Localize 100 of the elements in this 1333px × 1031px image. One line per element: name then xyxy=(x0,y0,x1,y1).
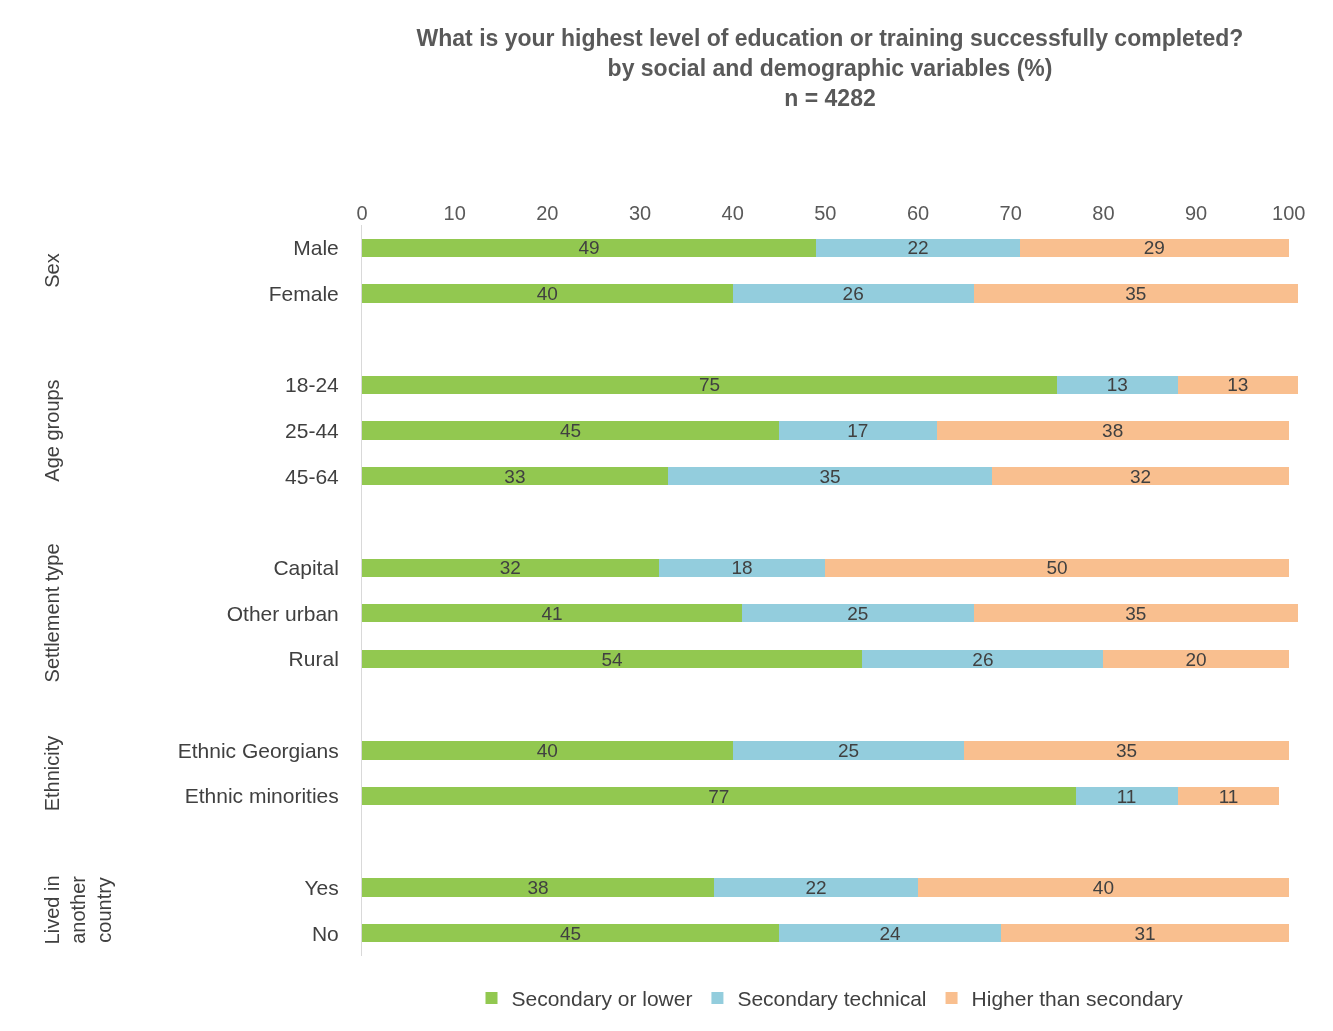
chart-title: What is your highest level of education or training successfully completed? xyxy=(416,25,1244,52)
bar xyxy=(362,284,733,303)
bar xyxy=(1177,375,1298,395)
y-tick-label: Ethnic Georgians xyxy=(177,738,339,762)
data-label: 26 xyxy=(842,283,864,305)
data-label: 38 xyxy=(1102,420,1124,442)
text: Settlement type xyxy=(40,543,63,683)
data-label: 31 xyxy=(1134,922,1156,944)
bar xyxy=(1019,238,1289,257)
data-label: 25 xyxy=(837,739,860,761)
y-tick-label: 45-64 xyxy=(285,464,340,488)
data-label: 11 xyxy=(1116,785,1137,807)
data-label: 13 xyxy=(1106,374,1128,396)
data-label: 32 xyxy=(1129,465,1152,487)
x-tick-label: 30 xyxy=(628,202,652,224)
x-tick-label: 90 xyxy=(1184,202,1208,224)
bar xyxy=(862,649,1104,669)
data-label: 54 xyxy=(601,648,623,670)
y-tick-label: Rural xyxy=(288,647,339,671)
data-label: 45 xyxy=(559,922,582,944)
x-tick-label: 0 xyxy=(356,202,368,224)
chart-subtitle: by social and demographic variables (%) n = 4282 xyxy=(607,55,1053,112)
data-label: 32 xyxy=(499,557,521,579)
y-tick-label: 25-44 xyxy=(285,418,340,442)
data-label: 40 xyxy=(1092,876,1114,898)
data-label: 40 xyxy=(536,739,558,761)
x-tick-label: 60 xyxy=(906,202,930,224)
data-label: 18 xyxy=(731,557,753,579)
x-tick-label: 100 xyxy=(1272,202,1306,224)
data-label: 40 xyxy=(536,283,558,305)
bar xyxy=(779,421,937,440)
bar xyxy=(1001,924,1289,943)
data-label: 49 xyxy=(578,237,600,259)
data-label: 45 xyxy=(559,420,582,442)
data-label: 20 xyxy=(1185,648,1207,670)
x-tick-label: 80 xyxy=(1092,202,1115,224)
data-label: 26 xyxy=(972,648,994,670)
bar xyxy=(362,375,1058,395)
bar xyxy=(658,558,826,577)
bar xyxy=(732,741,965,760)
bar xyxy=(973,284,1298,303)
data-label: 25 xyxy=(847,602,869,624)
bar xyxy=(936,421,1289,440)
x-tick-label: 70 xyxy=(999,202,1022,224)
data-label: 11 xyxy=(1218,785,1239,807)
data-label: 22 xyxy=(805,876,827,898)
bar xyxy=(1057,375,1178,395)
x-tick-label: 20 xyxy=(536,202,559,224)
bar xyxy=(918,878,1289,897)
bar xyxy=(362,741,733,760)
text: Sex xyxy=(41,253,64,288)
data-label: 50 xyxy=(1046,557,1068,579)
data-label: 38 xyxy=(527,876,549,898)
bar xyxy=(667,467,993,486)
bar xyxy=(741,604,974,623)
data-label: 41 xyxy=(541,602,563,624)
data-label: 24 xyxy=(879,922,902,944)
bar xyxy=(362,878,715,897)
data-label: 35 xyxy=(1125,283,1147,305)
data-label: 35 xyxy=(1125,602,1147,624)
bar xyxy=(1103,649,1289,669)
y-tick-label: Male xyxy=(293,236,339,260)
bar xyxy=(362,604,742,623)
bar xyxy=(816,238,1020,257)
bar xyxy=(362,786,1076,806)
legend-label: Secondary technical xyxy=(737,987,927,1011)
text: Ethnicity xyxy=(40,735,63,812)
bar xyxy=(992,467,1289,486)
y-tick-label: Yes xyxy=(304,875,339,899)
y-tick-label: Other urban xyxy=(226,601,339,625)
bar xyxy=(779,924,1002,943)
data-label: 17 xyxy=(847,420,869,442)
bar xyxy=(732,284,974,303)
data-label: 35 xyxy=(1115,739,1138,761)
bar xyxy=(1075,786,1178,806)
bar xyxy=(362,558,659,577)
bar xyxy=(714,878,919,897)
bar xyxy=(964,741,1289,760)
data-label: 22 xyxy=(907,237,929,259)
text: Lived in another country xyxy=(40,875,115,945)
x-tick-label: 40 xyxy=(721,202,744,224)
legend-label: Higher than secondary xyxy=(971,987,1184,1011)
legend-label: Secondary or lower xyxy=(511,987,693,1011)
y-tick-label: Capital xyxy=(273,556,339,580)
x-tick-label: 50 xyxy=(814,202,837,224)
data-label: 29 xyxy=(1143,237,1165,259)
data-label: 33 xyxy=(504,465,526,487)
x-tick-label: 10 xyxy=(443,202,466,224)
data-label: 75 xyxy=(698,374,721,396)
y-tick-label: Ethnic minorities xyxy=(184,784,339,808)
data-label: 13 xyxy=(1227,374,1249,396)
bar xyxy=(362,421,780,440)
bar xyxy=(362,924,780,943)
text: Age groups xyxy=(41,379,64,482)
bar xyxy=(973,604,1298,623)
y-tick-label: 18-24 xyxy=(285,373,340,397)
bar xyxy=(362,467,668,486)
y-tick-label: No xyxy=(311,921,339,945)
bar xyxy=(1177,786,1280,806)
bar xyxy=(362,238,817,257)
